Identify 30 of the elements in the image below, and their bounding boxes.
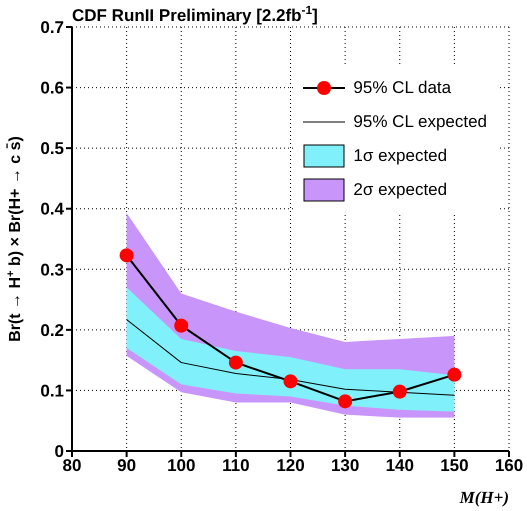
y-tick-label: 0.7 bbox=[40, 18, 64, 38]
point bbox=[120, 248, 134, 262]
point bbox=[447, 368, 462, 382]
x-tick-label: 90 bbox=[117, 456, 136, 476]
point bbox=[338, 394, 352, 408]
point bbox=[174, 318, 188, 333]
legend-label: 1σ expected bbox=[353, 146, 448, 166]
chart-title: CDF RunII Preliminary [2.2fb$^{-1}$] bbox=[72, 3, 318, 25]
point bbox=[284, 374, 298, 388]
point bbox=[228, 356, 243, 370]
x-tick-label: 140 bbox=[386, 456, 414, 476]
y-tick-label: 0.4 bbox=[40, 200, 65, 219]
x-tick-label: 150 bbox=[440, 456, 469, 476]
legend-label: 95% CL expected bbox=[353, 112, 487, 132]
legend-label: 2σ expected bbox=[353, 180, 448, 200]
x-tick-label: 100 bbox=[167, 456, 196, 476]
x-tick-label: 110 bbox=[222, 456, 250, 476]
y-tick-label: 0.6 bbox=[40, 78, 64, 98]
y-tick-label: 0.3 bbox=[40, 260, 64, 280]
x-tick-label: 120 bbox=[276, 456, 305, 476]
legend-label: 95% CL data bbox=[353, 78, 452, 98]
x-tick-label: 80 bbox=[62, 456, 82, 476]
x-tick-label: 130 bbox=[330, 456, 360, 476]
y-tick-label: 0.2 bbox=[40, 320, 64, 340]
point bbox=[392, 384, 407, 399]
y-tick-label: 0.5 bbox=[40, 139, 64, 158]
y-tick-label: 0 bbox=[54, 442, 64, 462]
y-tick-label: 0.1 bbox=[40, 381, 64, 400]
x-tick-label: 160 bbox=[494, 456, 524, 476]
x-axis-title: M(H+) bbox=[458, 488, 509, 507]
